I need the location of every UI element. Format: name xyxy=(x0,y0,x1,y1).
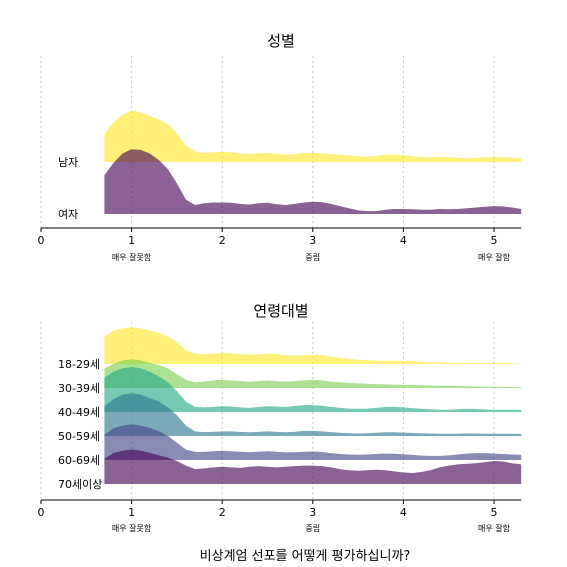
row-label-70세이상: 70세이상 xyxy=(58,478,102,491)
x-tick-label: 4 xyxy=(400,506,407,519)
ridge-여자 xyxy=(104,149,522,214)
ridge-18-29세 xyxy=(104,327,522,364)
anchor-label-매우-잘함: 매우 잘함 xyxy=(478,524,511,533)
row-label-18-29세: 18-29세 xyxy=(58,358,100,371)
x-tick-label: 0 xyxy=(38,506,45,519)
anchor-label-매우-잘함: 매우 잘함 xyxy=(478,253,511,262)
row-label-남자: 남자 xyxy=(58,156,78,169)
x-tick-label: 2 xyxy=(219,506,226,519)
x-tick-label: 5 xyxy=(491,506,498,519)
x-axis-title: 비상계엄 선포를 어떻게 평가하십니까? xyxy=(200,549,411,564)
anchor-label-중립: 중립 xyxy=(305,524,320,533)
chart-title: 연령대별 xyxy=(253,302,308,320)
chart-title: 성별 xyxy=(267,32,295,50)
anchor-label-중립: 중립 xyxy=(305,253,320,262)
x-tick-label: 1 xyxy=(128,234,135,247)
row-label-60-69세: 60-69세 xyxy=(58,454,100,467)
x-tick-label: 4 xyxy=(400,234,407,247)
x-tick-label: 0 xyxy=(38,234,45,247)
x-tick-label: 5 xyxy=(491,234,498,247)
x-tick-label: 2 xyxy=(219,234,226,247)
x-tick-label: 3 xyxy=(309,234,316,247)
ridge-70세이상 xyxy=(104,449,522,484)
anchor-label-매우-잘못함: 매우 잘못함 xyxy=(112,524,152,533)
panel-age: 연령대별 18-29세 30-39세 40-49세 50-59세 60-69세 70세이상 0… xyxy=(38,302,522,533)
anchor-label-매우-잘못함: 매우 잘못함 xyxy=(112,253,152,262)
row-label-50-59세: 50-59세 xyxy=(58,430,100,443)
x-tick-label: 3 xyxy=(309,506,316,519)
row-label-30-39세: 30-39세 xyxy=(58,382,100,395)
x-tick-label: 1 xyxy=(128,506,135,519)
row-label-40-49세: 40-49세 xyxy=(58,406,100,419)
row-label-여자: 여자 xyxy=(58,208,78,221)
